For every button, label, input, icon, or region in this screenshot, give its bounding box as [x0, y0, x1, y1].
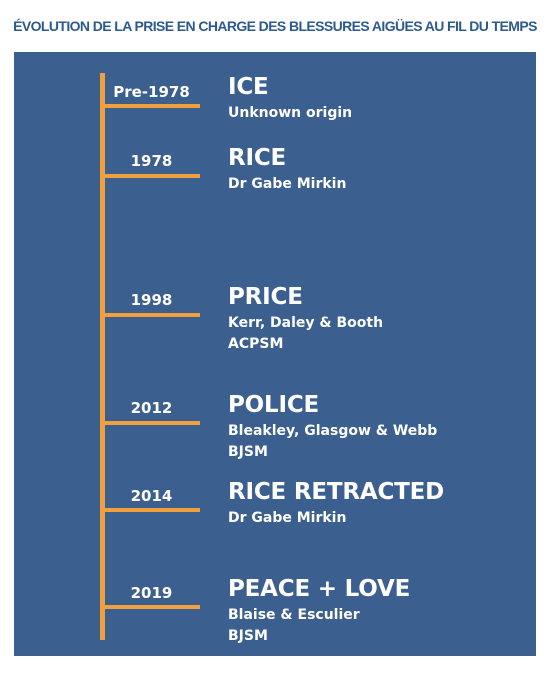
entry-source: Dr Gabe Mirkin: [228, 176, 347, 192]
entry-name: ICE: [228, 74, 269, 100]
timeline-tick: [100, 313, 200, 317]
entry-name: RICE: [228, 145, 287, 171]
timeline-tick: [100, 508, 200, 512]
entry-journal: ACPSM: [228, 336, 284, 352]
entry-name: PEACE + LOVE: [228, 576, 411, 602]
timeline-tick: [100, 104, 200, 108]
entry-name: PRICE: [228, 284, 303, 310]
entry-journal: BJSM: [228, 628, 268, 644]
timeline-axis: [100, 73, 105, 640]
entry-name: RICE RETRACTED: [228, 479, 445, 505]
entry-name: POLICE: [228, 392, 320, 418]
timeline-tick: [100, 174, 200, 178]
entry-year: 2014: [130, 487, 173, 505]
timeline-panel: Pre-1978 ICE Unknown origin 1978 RICE Dr…: [14, 52, 536, 656]
timeline-tick: [100, 421, 200, 425]
entry-year: 1978: [130, 152, 173, 170]
entry-journal: BJSM: [228, 444, 268, 460]
entry-source: Unknown origin: [228, 105, 353, 121]
timeline-tick: [100, 605, 200, 609]
entry-year: Pre-1978: [113, 83, 190, 101]
entry-source: Bleakley, Glasgow & Webb: [228, 423, 438, 439]
entry-year: 2019: [130, 584, 173, 602]
entry-source: Kerr, Daley & Booth: [228, 315, 384, 331]
entry-year: 1998: [130, 291, 173, 309]
entry-year: 2012: [130, 399, 173, 417]
page-title: ÉVOLUTION DE LA PRISE EN CHARGE DES BLES…: [13, 18, 537, 34]
entry-source: Blaise & Esculier: [228, 607, 360, 623]
entry-source: Dr Gabe Mirkin: [228, 510, 347, 526]
